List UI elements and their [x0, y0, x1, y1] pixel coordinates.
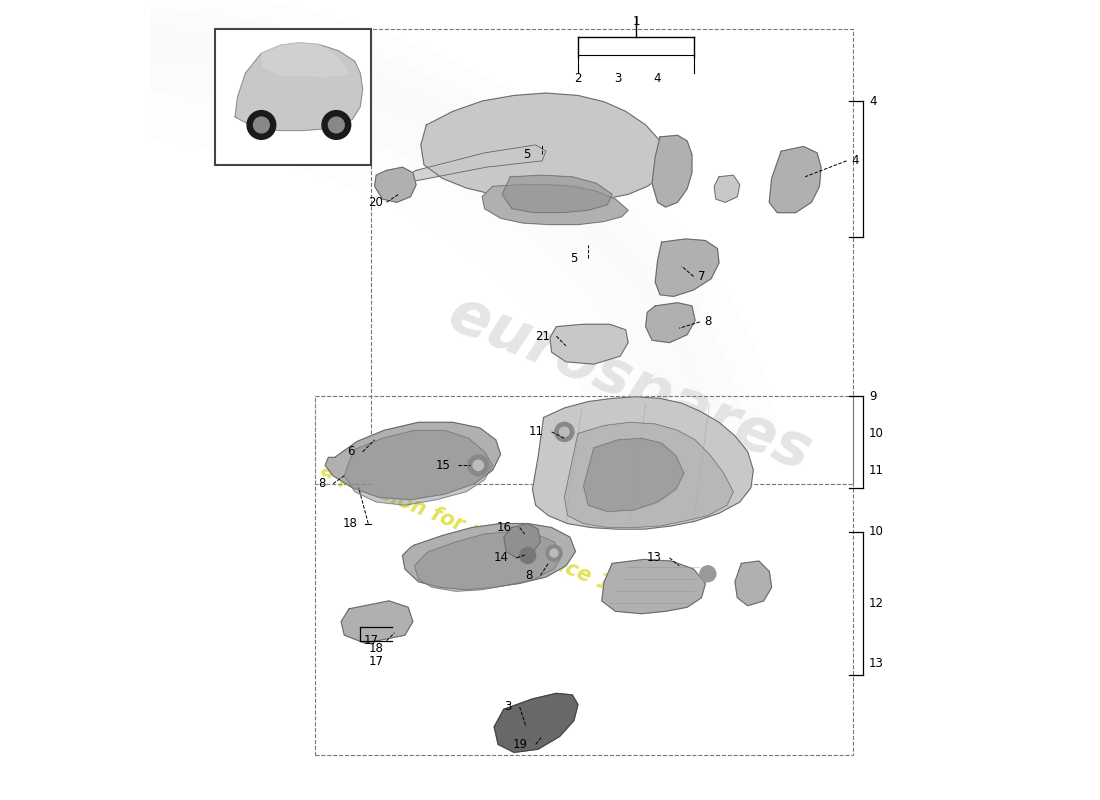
Circle shape	[329, 117, 344, 133]
Text: 13: 13	[647, 551, 661, 564]
Polygon shape	[504, 523, 540, 558]
Text: 15: 15	[436, 459, 450, 472]
Bar	[216, 30, 371, 165]
Text: 19: 19	[513, 738, 528, 751]
Polygon shape	[403, 523, 575, 590]
Polygon shape	[482, 185, 628, 225]
Circle shape	[473, 460, 483, 470]
Text: 17: 17	[368, 655, 384, 668]
Text: 4: 4	[869, 94, 877, 107]
Bar	[371, 30, 852, 484]
Text: 1: 1	[632, 15, 640, 28]
Text: 8: 8	[318, 478, 326, 490]
Text: 13: 13	[869, 657, 883, 670]
Polygon shape	[494, 694, 578, 752]
Text: eurospares: eurospares	[440, 284, 820, 484]
Text: 2: 2	[574, 72, 582, 86]
Text: 14: 14	[494, 551, 508, 564]
Text: 9: 9	[869, 390, 877, 402]
Text: 3: 3	[614, 72, 622, 86]
Polygon shape	[714, 175, 739, 202]
Polygon shape	[341, 601, 412, 643]
Bar	[315, 396, 852, 754]
Text: 16: 16	[497, 521, 512, 534]
Polygon shape	[415, 531, 562, 591]
Polygon shape	[735, 561, 771, 606]
Polygon shape	[602, 559, 705, 614]
Text: 4: 4	[653, 72, 661, 86]
Circle shape	[560, 427, 569, 437]
Circle shape	[519, 547, 536, 563]
Text: 3: 3	[505, 701, 512, 714]
Text: 11: 11	[529, 426, 543, 438]
Polygon shape	[375, 167, 416, 202]
Polygon shape	[646, 302, 695, 342]
Polygon shape	[262, 43, 349, 76]
Circle shape	[554, 422, 574, 442]
Text: 7: 7	[698, 270, 706, 283]
Text: 18: 18	[342, 517, 358, 530]
Polygon shape	[550, 324, 628, 364]
Circle shape	[700, 566, 716, 582]
Text: 5: 5	[570, 251, 578, 265]
Polygon shape	[326, 422, 500, 500]
Text: 8: 8	[525, 569, 532, 582]
Polygon shape	[564, 422, 734, 527]
Text: 12: 12	[869, 597, 884, 610]
Polygon shape	[503, 175, 613, 213]
Circle shape	[546, 545, 562, 561]
Polygon shape	[583, 438, 684, 512]
Circle shape	[468, 455, 488, 476]
Polygon shape	[769, 146, 821, 213]
Text: 18: 18	[368, 642, 384, 655]
Circle shape	[253, 117, 270, 133]
Text: 10: 10	[869, 427, 883, 440]
Polygon shape	[532, 397, 754, 529]
Polygon shape	[344, 430, 493, 506]
Text: 20: 20	[367, 196, 383, 209]
Circle shape	[248, 110, 276, 139]
Polygon shape	[421, 93, 668, 202]
Polygon shape	[656, 239, 719, 296]
Text: 5: 5	[522, 148, 530, 161]
Polygon shape	[235, 43, 363, 130]
Text: a passion for parts since 1985: a passion for parts since 1985	[318, 460, 654, 611]
Text: 8: 8	[705, 315, 712, 328]
Circle shape	[550, 549, 558, 557]
Polygon shape	[652, 135, 692, 207]
Circle shape	[322, 110, 351, 139]
Polygon shape	[405, 145, 546, 181]
Text: 11: 11	[869, 464, 884, 477]
Text: 17: 17	[364, 634, 378, 647]
Text: 6: 6	[348, 446, 354, 458]
Text: 10: 10	[869, 525, 883, 538]
Text: 4: 4	[851, 154, 859, 167]
Text: 21: 21	[535, 330, 550, 342]
